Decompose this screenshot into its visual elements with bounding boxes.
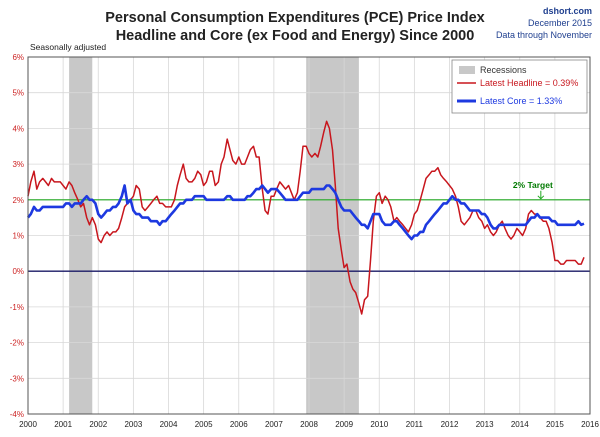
x-tick-label: 2003 [124,420,142,429]
legend: Recessions Latest Headline = 0.39% Lates… [451,59,588,114]
x-tick-label: 2002 [89,420,107,429]
chart-title-line1: Personal Consumption Expenditures (PCE) … [105,10,485,26]
x-tick-label: 2011 [406,420,424,429]
headline-series-line [27,120,585,315]
source-through: Data through November [496,30,592,40]
x-tick-label: 2014 [511,420,529,429]
legend-recession-swatch [459,66,475,74]
x-tick-label: 2015 [546,420,564,429]
y-axis-ticks: -4% -3% -2% -1% 0% 1% 2% 3% 4% 5% 6% [10,53,24,419]
legend-core-label: Latest Core = 1.33% [480,96,562,106]
y-tick-label: -3% [10,374,24,383]
y-tick-label: 3% [12,160,24,169]
x-tick-label: 2000 [19,420,37,429]
y-tick-label: 1% [12,232,24,241]
x-tick-label: 2005 [195,420,213,429]
core-series-line [26,184,585,241]
legend-headline-label: Latest Headline = 0.39% [480,78,578,88]
x-tick-label: 2009 [335,420,353,429]
x-tick-label: 2016 [581,420,599,429]
x-axis-ticks: 2000 2001 2002 2003 2004 2005 2006 2007 2008 2009… [19,420,599,429]
x-tick-label: 2012 [441,420,459,429]
y-tick-label: 5% [12,89,24,98]
seasonal-note: Seasonally adjusted [30,42,106,52]
y-tick-label: 6% [12,53,24,62]
y-tick-label: -1% [10,303,24,312]
y-tick-label: 0% [12,267,24,276]
chart-title-line2: Headline and Core (ex Food and Energy) S… [116,28,475,44]
target-annotation: 2% Target [513,180,553,200]
target-arrow [537,190,545,200]
y-tick-label: 4% [12,124,24,133]
x-tick-label: 2001 [54,420,72,429]
plot-frame [27,56,591,415]
y-tick-label: -2% [10,339,24,348]
source-date: December 2015 [528,18,592,28]
legend-recession-label: Recessions [480,65,527,75]
reference-lines [28,199,590,272]
x-tick-label: 2004 [160,420,178,429]
target-label: 2% Target [513,180,553,190]
source-site: dshort.com [543,6,592,16]
y-tick-label: -4% [10,410,24,419]
x-tick-label: 2008 [300,420,318,429]
x-tick-label: 2013 [476,420,494,429]
x-tick-label: 2010 [370,420,388,429]
x-tick-label: 2007 [265,420,283,429]
x-tick-label: 2006 [230,420,248,429]
data-series [26,120,585,315]
y-tick-label: 2% [12,196,24,205]
